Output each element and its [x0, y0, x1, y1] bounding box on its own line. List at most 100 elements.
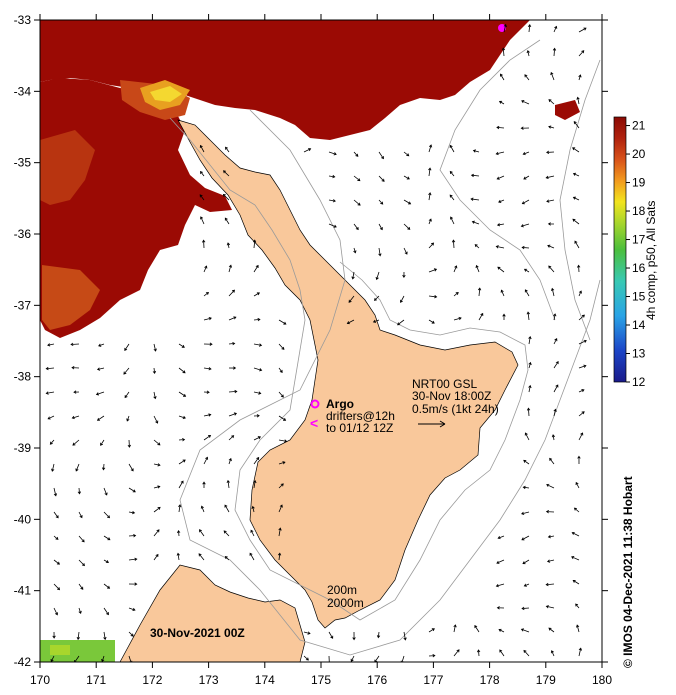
current-arrow	[353, 151, 359, 157]
current-arrow	[228, 289, 235, 297]
current-arrow	[253, 292, 261, 297]
current-arrow	[500, 289, 505, 297]
current-arrow	[128, 557, 138, 561]
current-arrow	[128, 510, 136, 515]
current-arrow	[327, 655, 331, 662]
current-arrow	[127, 439, 131, 448]
current-arrow	[546, 199, 555, 203]
current-arrow	[101, 655, 105, 662]
current-arrow	[553, 25, 558, 33]
current-arrow	[353, 199, 361, 206]
current-arrow	[278, 527, 282, 537]
current-arrow	[78, 511, 83, 519]
current-arrow	[348, 295, 355, 303]
current-arrow	[203, 291, 210, 297]
current-arrow	[403, 175, 410, 180]
current-arrow	[476, 649, 481, 657]
current-arrow	[546, 150, 555, 155]
current-arrow	[103, 559, 110, 563]
colorbar-label: 4h comp, p50, All Sats	[644, 201, 658, 320]
current-arrow	[578, 314, 585, 321]
current-arrow	[249, 552, 255, 561]
current-arrow	[553, 361, 559, 369]
current-arrow	[548, 99, 555, 105]
current-arrow	[471, 220, 480, 225]
colorbar-tick-label: 13	[632, 347, 646, 361]
current-arrow	[524, 289, 530, 297]
current-arrow	[253, 367, 263, 372]
current-arrow	[547, 244, 555, 249]
current-arrow	[253, 343, 263, 347]
current-arrow	[228, 366, 237, 370]
current-arrow	[128, 582, 138, 586]
sst-patch-northeast	[555, 100, 580, 120]
map-date: 30-Nov-2021 00Z	[150, 626, 245, 640]
current-arrow	[578, 290, 582, 297]
current-arrow	[203, 342, 213, 346]
current-arrow	[576, 264, 581, 273]
current-arrow	[78, 583, 84, 590]
current-arrow	[152, 367, 157, 375]
current-arrow	[428, 218, 432, 225]
current-arrow	[572, 579, 580, 585]
x-tick-label: 176	[367, 673, 387, 687]
current-arrow	[303, 655, 309, 661]
current-arrow	[553, 313, 557, 321]
y-tick-label: -34	[14, 84, 32, 98]
current-arrow	[472, 149, 480, 153]
sst-patch-southwest	[42, 265, 100, 330]
current-arrow	[278, 343, 285, 350]
current-arrow	[495, 245, 505, 249]
current-arrow	[52, 631, 56, 639]
current-arrow	[228, 457, 232, 465]
current-arrow	[225, 146, 230, 153]
current-arrow	[278, 483, 284, 489]
current-arrow	[101, 463, 106, 471]
current-arrow	[453, 624, 457, 633]
current-arrow	[78, 559, 85, 567]
current-arrow	[228, 316, 237, 321]
current-arrow	[577, 455, 581, 465]
y-tick-label: -35	[14, 156, 32, 170]
current-arrow	[428, 268, 438, 273]
current-arrow	[428, 144, 433, 153]
current-arrow	[547, 535, 555, 539]
current-arrow	[153, 415, 159, 424]
current-arrow	[78, 535, 85, 543]
current-arrow	[453, 316, 462, 321]
current-arrow	[72, 439, 80, 446]
current-arrow	[178, 459, 186, 465]
current-arrow	[571, 531, 580, 537]
current-arrow	[520, 223, 530, 228]
current-arrow	[526, 49, 530, 57]
current-arrow	[428, 295, 438, 299]
current-arrow	[224, 504, 230, 513]
current-arrow	[126, 415, 130, 422]
current-arrow	[523, 459, 530, 465]
current-arrow	[73, 390, 80, 394]
current-arrow	[523, 175, 530, 180]
current-arrow	[253, 436, 262, 441]
current-arrow	[521, 606, 530, 611]
current-arrow	[223, 530, 230, 537]
current-arrow	[250, 529, 255, 537]
current-arrow	[278, 415, 287, 421]
current-arrow	[403, 223, 411, 230]
current-arrow	[96, 415, 105, 421]
current-arrow	[496, 559, 505, 564]
current-arrow	[103, 511, 111, 519]
y-tick-label: -33	[14, 13, 32, 27]
current-arrow	[428, 654, 436, 658]
current-arrow	[502, 313, 506, 321]
current-arrow	[71, 366, 80, 370]
current-arrow	[77, 487, 82, 495]
current-arrow	[498, 100, 505, 105]
x-tick-label: 175	[311, 673, 331, 687]
current-arrow	[278, 319, 287, 325]
current-arrow	[428, 167, 432, 177]
current-arrow	[578, 50, 585, 57]
current-arrow	[103, 535, 111, 541]
current-arrow	[521, 100, 530, 105]
current-arrow	[498, 628, 505, 633]
current-arrow	[203, 456, 209, 465]
